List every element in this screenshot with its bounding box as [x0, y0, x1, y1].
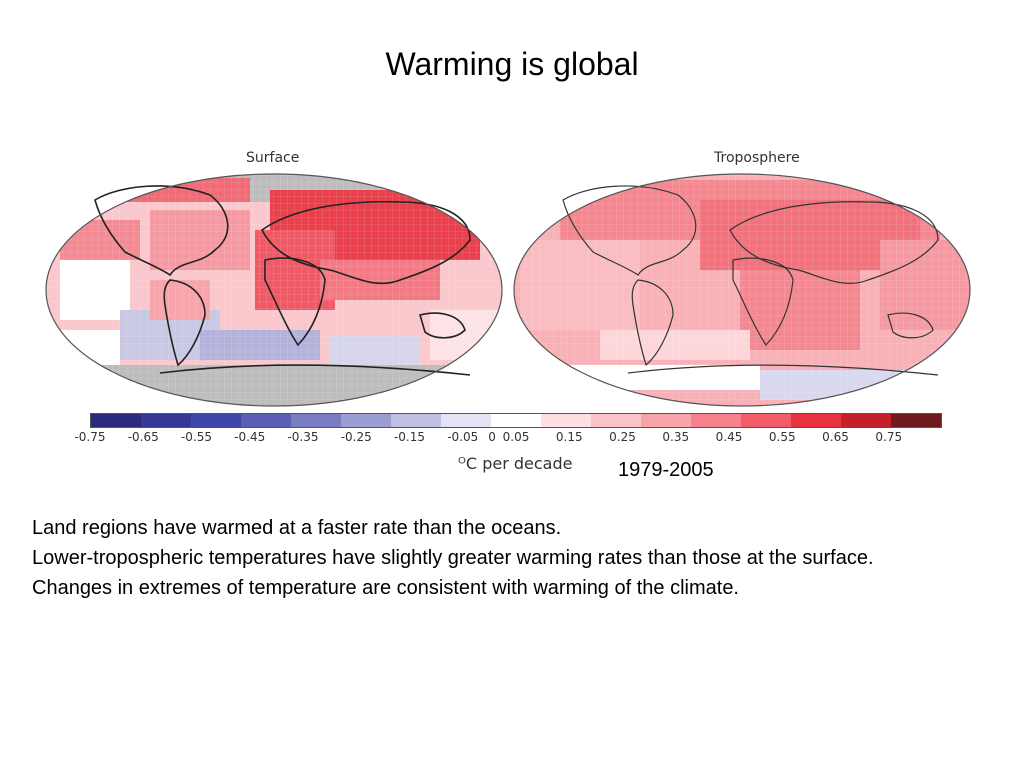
surface-map-label: Surface: [246, 150, 300, 166]
colorbar-tick-label: 0.35: [662, 430, 690, 444]
bullet-item: Lower-tropospheric temperatures have sli…: [32, 547, 874, 569]
colorbar-segment: [391, 414, 441, 427]
troposphere-map-label: Troposphere: [714, 150, 800, 166]
colorbar-tick-label: 0.55: [768, 430, 796, 444]
colorbar-tick-label: -0.65: [127, 430, 159, 444]
bullet-item: Land regions have warmed at a faster rat…: [32, 517, 562, 539]
colorbar-segment: [591, 414, 641, 427]
colorbar-tick-label: -0.05: [447, 430, 479, 444]
colorbar-tick-label: -0.45: [234, 430, 266, 444]
colorbar-segment: [191, 414, 241, 427]
colorbar-segment: [441, 414, 491, 427]
colorbar-segment: [291, 414, 341, 427]
colorbar-segment: [241, 414, 291, 427]
colorbar-segment: [891, 414, 941, 427]
colorbar-tick-label: 0.25: [609, 430, 636, 444]
colorbar-tick-label: 0.45: [715, 430, 743, 444]
colorbar-tick-label: 0.65: [822, 430, 849, 444]
colorbar-tick-label: 0.05: [502, 430, 530, 444]
colorbar-tick-label: 0.75: [875, 430, 903, 444]
period-label: 1979-2005: [618, 459, 714, 481]
colorbar-segment: [641, 414, 691, 427]
colorbar-segment: [541, 414, 591, 427]
colorbar-segment: [741, 414, 791, 427]
colorbar-segment: [791, 414, 841, 427]
colorbar: [90, 413, 942, 428]
colorbar-ticks: -0.75 -0.65 -0.55 -0.45 -0.35 -0.25 -0.15 -0.05…: [0, 430, 1024, 450]
slide-title: Warming is global: [385, 46, 639, 82]
colorbar-segment: [91, 414, 141, 427]
colorbar-segment: [691, 414, 741, 427]
colorbar-tick-label: 0: [488, 430, 496, 444]
colorbar-segment: [341, 414, 391, 427]
colorbar-unit: ᴼC per decade: [458, 454, 573, 473]
troposphere-map: [514, 174, 970, 406]
colorbar-tick-label: -0.35: [287, 430, 319, 444]
colorbar-tick-label: -0.55: [180, 430, 213, 444]
colorbar-tick-label: -0.75: [74, 430, 106, 444]
colorbar-tick-label: -0.15: [393, 430, 426, 444]
surface-coastlines: [94, 185, 471, 376]
bullet-list: Land regions have warmed at a faster rat…: [32, 516, 982, 606]
colorbar-tick-label: 0.15: [555, 430, 583, 444]
colorbar-segment: [141, 414, 191, 427]
colorbar-segment: [491, 414, 541, 427]
colorbar-tick-label: -0.25: [340, 430, 372, 444]
maps-image: [45, 173, 971, 407]
surface-map: [46, 174, 502, 406]
colorbar-segment: [841, 414, 891, 427]
bullet-item: Changes in extremes of temperature are c…: [32, 577, 739, 599]
warming-figure: Surface Troposphere: [0, 140, 1024, 500]
